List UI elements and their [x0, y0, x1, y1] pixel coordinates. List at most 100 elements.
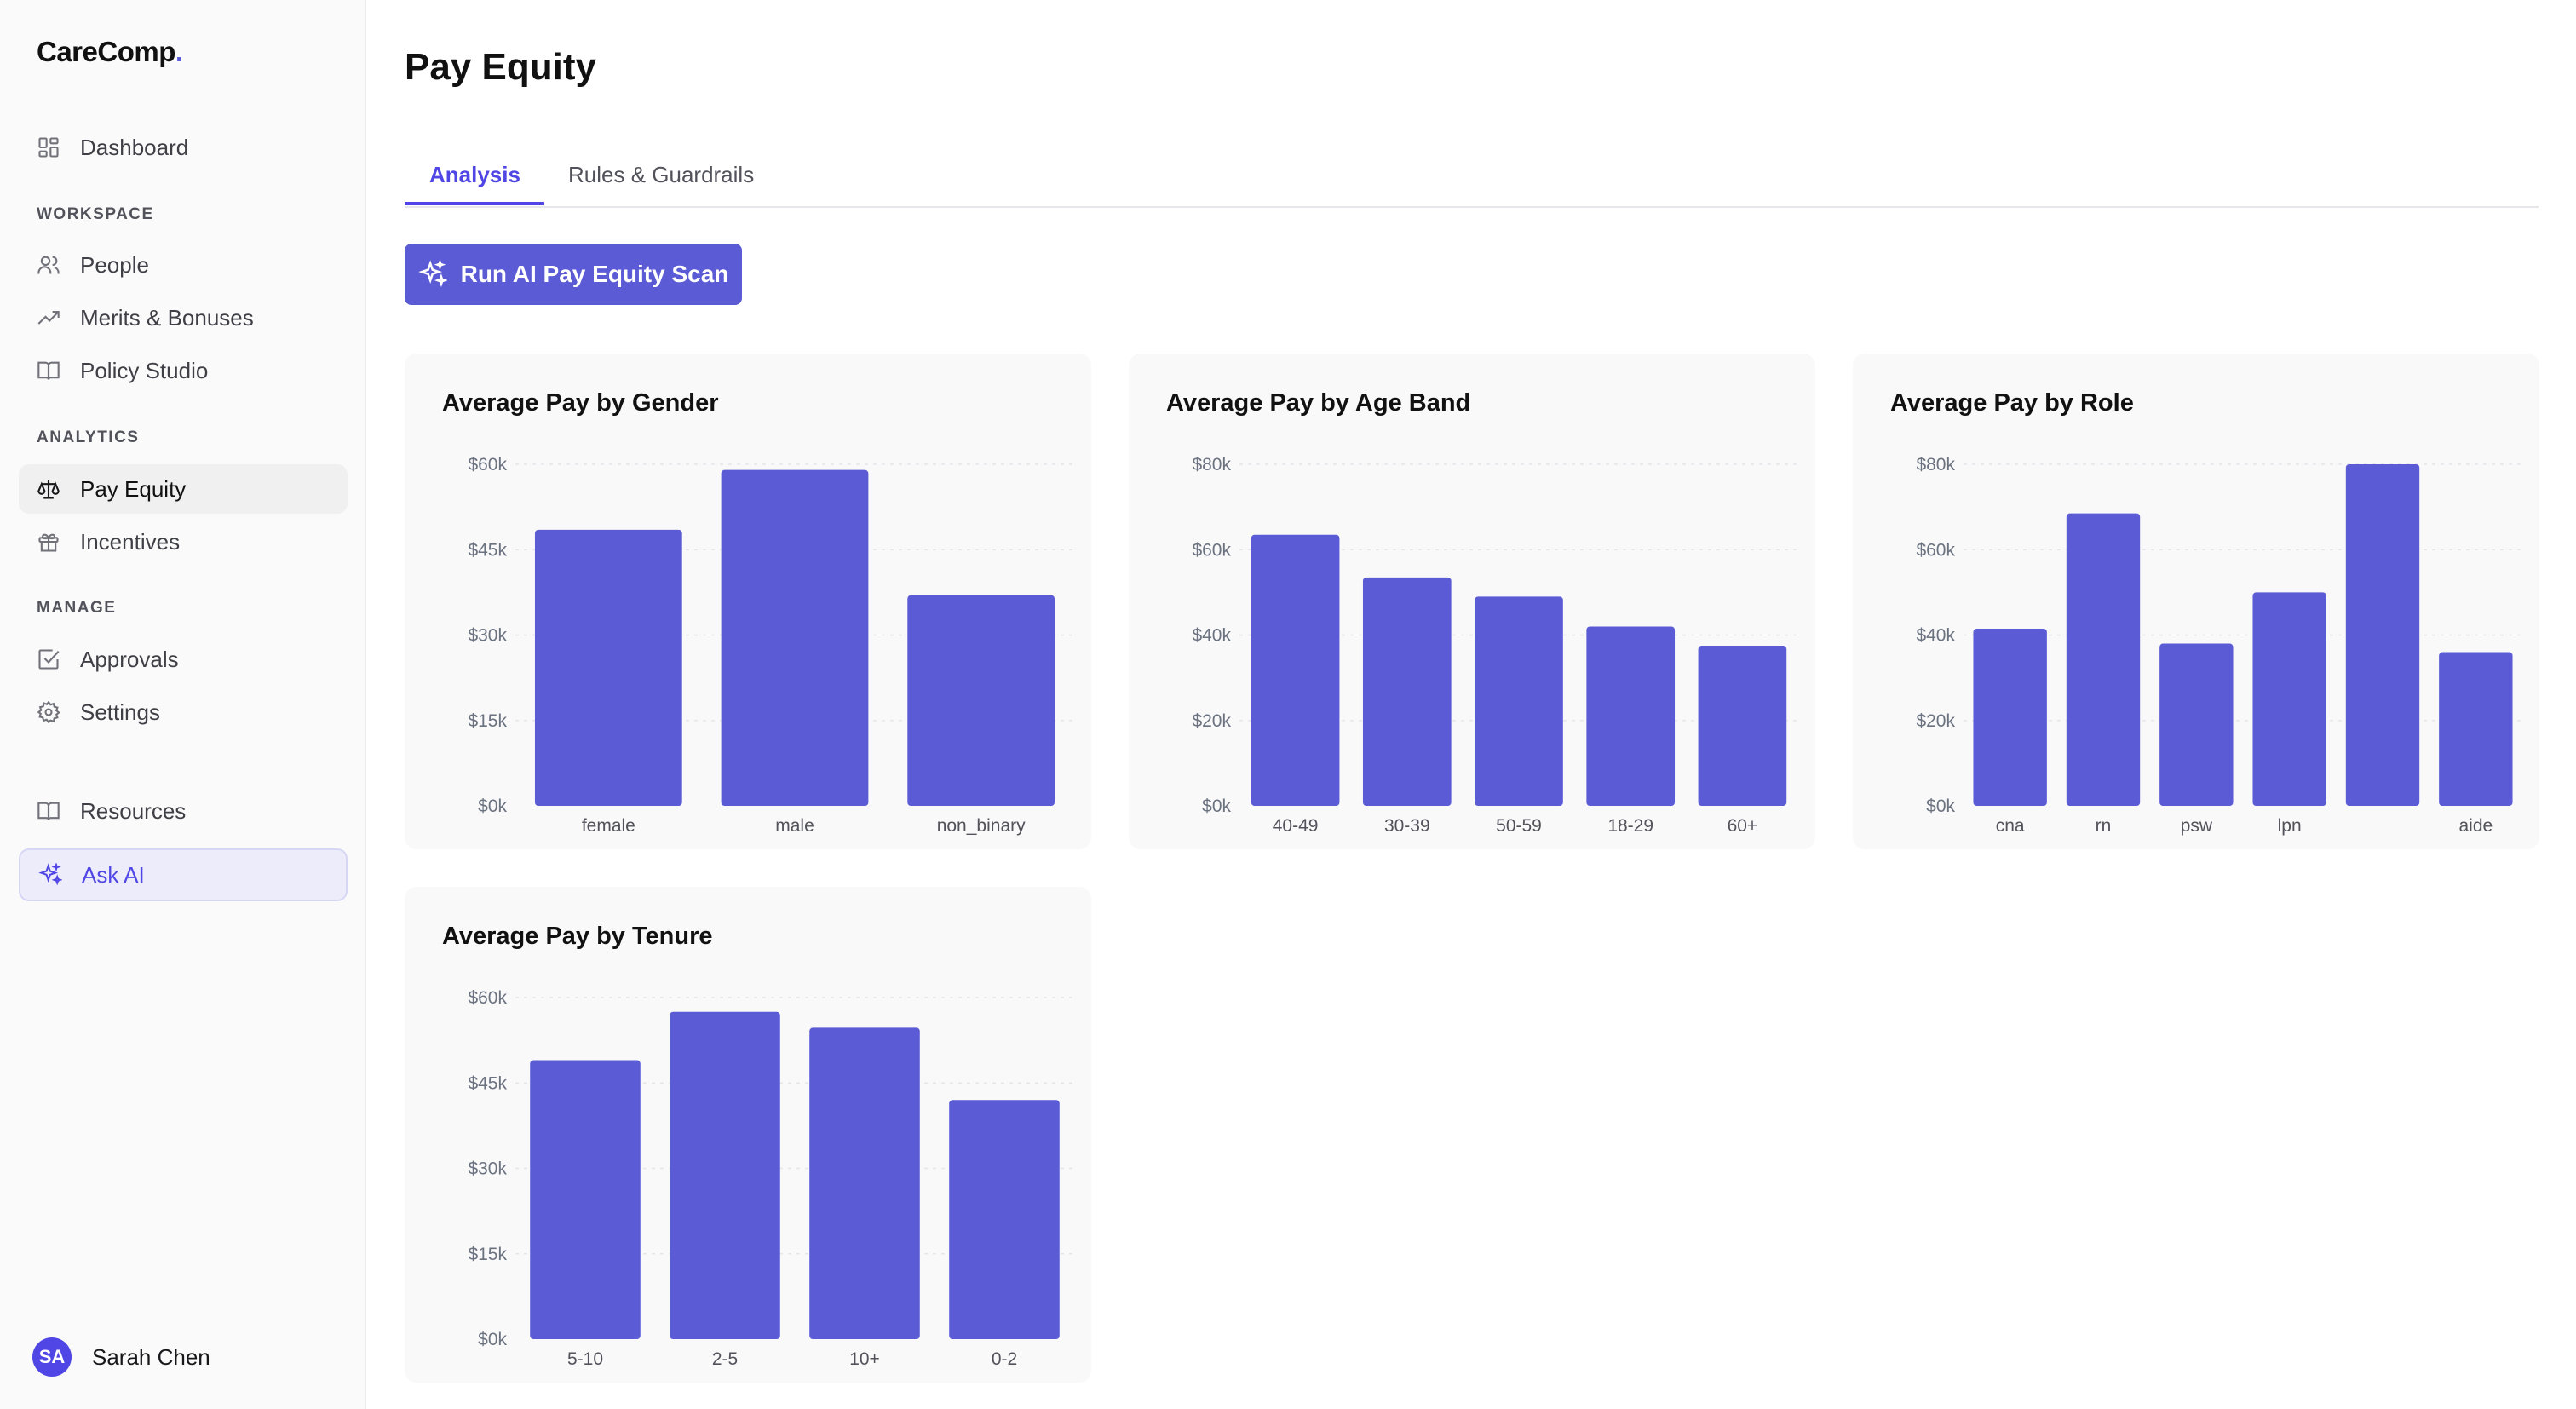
section-label-analytics: ANALYTICS	[37, 428, 140, 446]
sidebar-item-label: Merits & Bonuses	[80, 304, 254, 331]
y-tick-label: $0k	[1202, 797, 1231, 816]
x-tick-label: 5-10	[567, 1349, 603, 1369]
bar	[534, 529, 682, 806]
sidebar-item-dashboard[interactable]: Dashboard	[19, 123, 348, 172]
sparkles-icon	[417, 260, 447, 288]
page-title: Pay Equity	[405, 46, 596, 88]
y-tick-label: $20k	[1192, 711, 1231, 731]
chart-title: Average Pay by Age Band	[1166, 389, 1471, 417]
tab-active-indicator	[405, 202, 544, 205]
user-name: Sarah Chen	[92, 1343, 210, 1370]
x-tick-label: 10+	[849, 1349, 880, 1369]
sidebar-item-label: Approvals	[80, 646, 179, 672]
x-tick-label: 50-59	[1496, 816, 1542, 836]
bar	[2159, 643, 2234, 806]
bar	[1251, 534, 1340, 806]
sidebar-item-merits-bonuses[interactable]: Merits & Bonuses	[19, 293, 348, 342]
tab-rules-guardrails[interactable]: Rules & Guardrails	[568, 162, 755, 187]
y-tick-label: $15k	[468, 711, 507, 731]
brand-logo[interactable]: CareComp.	[37, 36, 183, 67]
bar	[809, 1027, 920, 1339]
bar	[2345, 464, 2420, 806]
x-tick-label: 40-49	[1273, 816, 1319, 836]
bar	[2439, 652, 2513, 806]
section-label-manage: MANAGE	[37, 599, 117, 617]
chart-title: Average Pay by Gender	[442, 389, 719, 417]
bar-chart-role: $0k $20k $40k $60k $80k cna rn psw lpn aide	[1916, 455, 2522, 836]
y-tick-label: $60k	[1192, 540, 1231, 560]
bar	[907, 595, 1055, 806]
tab-analysis[interactable]: Analysis	[429, 162, 520, 187]
bar	[670, 1011, 780, 1339]
sidebar-item-people[interactable]: People	[19, 240, 348, 290]
y-tick-label: $30k	[468, 1159, 507, 1179]
x-tick-label: non_binary	[937, 816, 1026, 836]
sidebar-item-ask-ai[interactable]: Ask AI	[19, 848, 348, 901]
check-square-icon	[36, 647, 61, 672]
tab-bar: Analysis Rules & Guardrails	[405, 153, 2539, 208]
bar	[1362, 577, 1452, 806]
x-tick-label: male	[775, 816, 814, 836]
bar	[530, 1060, 641, 1339]
y-tick-label: $15k	[468, 1245, 507, 1264]
x-tick-label: aide	[2458, 816, 2493, 836]
y-tick-label: $0k	[478, 797, 507, 816]
x-tick-label: cna	[1996, 816, 2025, 836]
x-tick-label: female	[582, 816, 635, 836]
bar	[1973, 628, 2047, 806]
gift-icon	[36, 529, 61, 555]
y-tick-label: $60k	[468, 455, 507, 474]
sidebar-item-resources[interactable]: Resources	[19, 786, 348, 836]
sidebar-item-label: Pay Equity	[80, 475, 187, 502]
x-tick-label: psw	[2181, 816, 2213, 836]
scale-icon	[36, 476, 61, 502]
users-icon	[36, 252, 61, 278]
sidebar-item-label: Policy Studio	[80, 357, 209, 383]
bar	[1475, 596, 1563, 806]
gear-icon	[36, 699, 61, 725]
sidebar-item-label: Settings	[80, 699, 160, 725]
sidebar-item-label: Incentives	[80, 528, 181, 555]
run-ai-scan-label: Run AI Pay Equity Scan	[460, 261, 729, 287]
sidebar-item-label: Dashboard	[80, 134, 189, 160]
bar	[721, 469, 869, 806]
sidebar-item-label: People	[80, 251, 149, 278]
user-profile[interactable]: SA Sarah Chen	[32, 1337, 210, 1377]
y-tick-label: $20k	[1916, 711, 1955, 731]
sparkles-icon	[37, 862, 63, 888]
sidebar-item-settings[interactable]: Settings	[19, 687, 348, 737]
sidebar-item-incentives[interactable]: Incentives	[19, 517, 348, 566]
y-tick-label: $0k	[478, 1330, 507, 1349]
bar-chart-gender: $0k $15k $30k $45k $60k female male non_binary	[468, 455, 1074, 836]
section-label-workspace: WORKSPACE	[37, 205, 154, 223]
x-tick-label: 30-39	[1384, 816, 1430, 836]
x-tick-label: 2-5	[712, 1349, 738, 1369]
bar-chart-tenure: $0k $15k $30k $45k $60k 5-10 2-5 10+ 0-2	[468, 988, 1074, 1369]
x-tick-label: rn	[2096, 816, 2112, 836]
chart-card-tenure: Average Pay by Tenure $0k $15k $30k $45k $60…	[405, 887, 1091, 1383]
bar-chart-age-band: $0k $20k $40k $60k $80k 40-49 30-39 50-59 18-29 6…	[1192, 455, 1798, 836]
y-tick-label: $80k	[1192, 455, 1231, 474]
sidebar-item-approvals[interactable]: Approvals	[19, 635, 348, 684]
book-icon	[36, 798, 61, 824]
y-tick-label: $40k	[1916, 626, 1955, 646]
run-ai-scan-button[interactable]: Run AI Pay Equity Scan	[405, 244, 742, 305]
sidebar-item-label: Ask AI	[82, 861, 145, 888]
book-icon	[36, 358, 61, 383]
sidebar-item-policy-studio[interactable]: Policy Studio	[19, 346, 348, 395]
x-tick-label: 18-29	[1607, 816, 1653, 836]
y-tick-label: $0k	[1926, 797, 1955, 816]
bar	[2252, 592, 2326, 806]
bar	[1698, 646, 1787, 806]
y-tick-label: $80k	[1916, 455, 1955, 474]
sidebar-item-label: Resources	[80, 797, 187, 824]
y-tick-label: $40k	[1192, 626, 1231, 646]
avatar: SA	[32, 1337, 72, 1377]
y-tick-label: $60k	[468, 988, 507, 1008]
x-tick-label: 60+	[1728, 816, 1758, 836]
x-tick-label: 0-2	[992, 1349, 1017, 1369]
sidebar-item-pay-equity[interactable]: Pay Equity	[19, 464, 348, 514]
bar	[949, 1100, 1060, 1339]
y-tick-label: $45k	[468, 540, 507, 560]
chart-title: Average Pay by Role	[1890, 389, 2134, 417]
